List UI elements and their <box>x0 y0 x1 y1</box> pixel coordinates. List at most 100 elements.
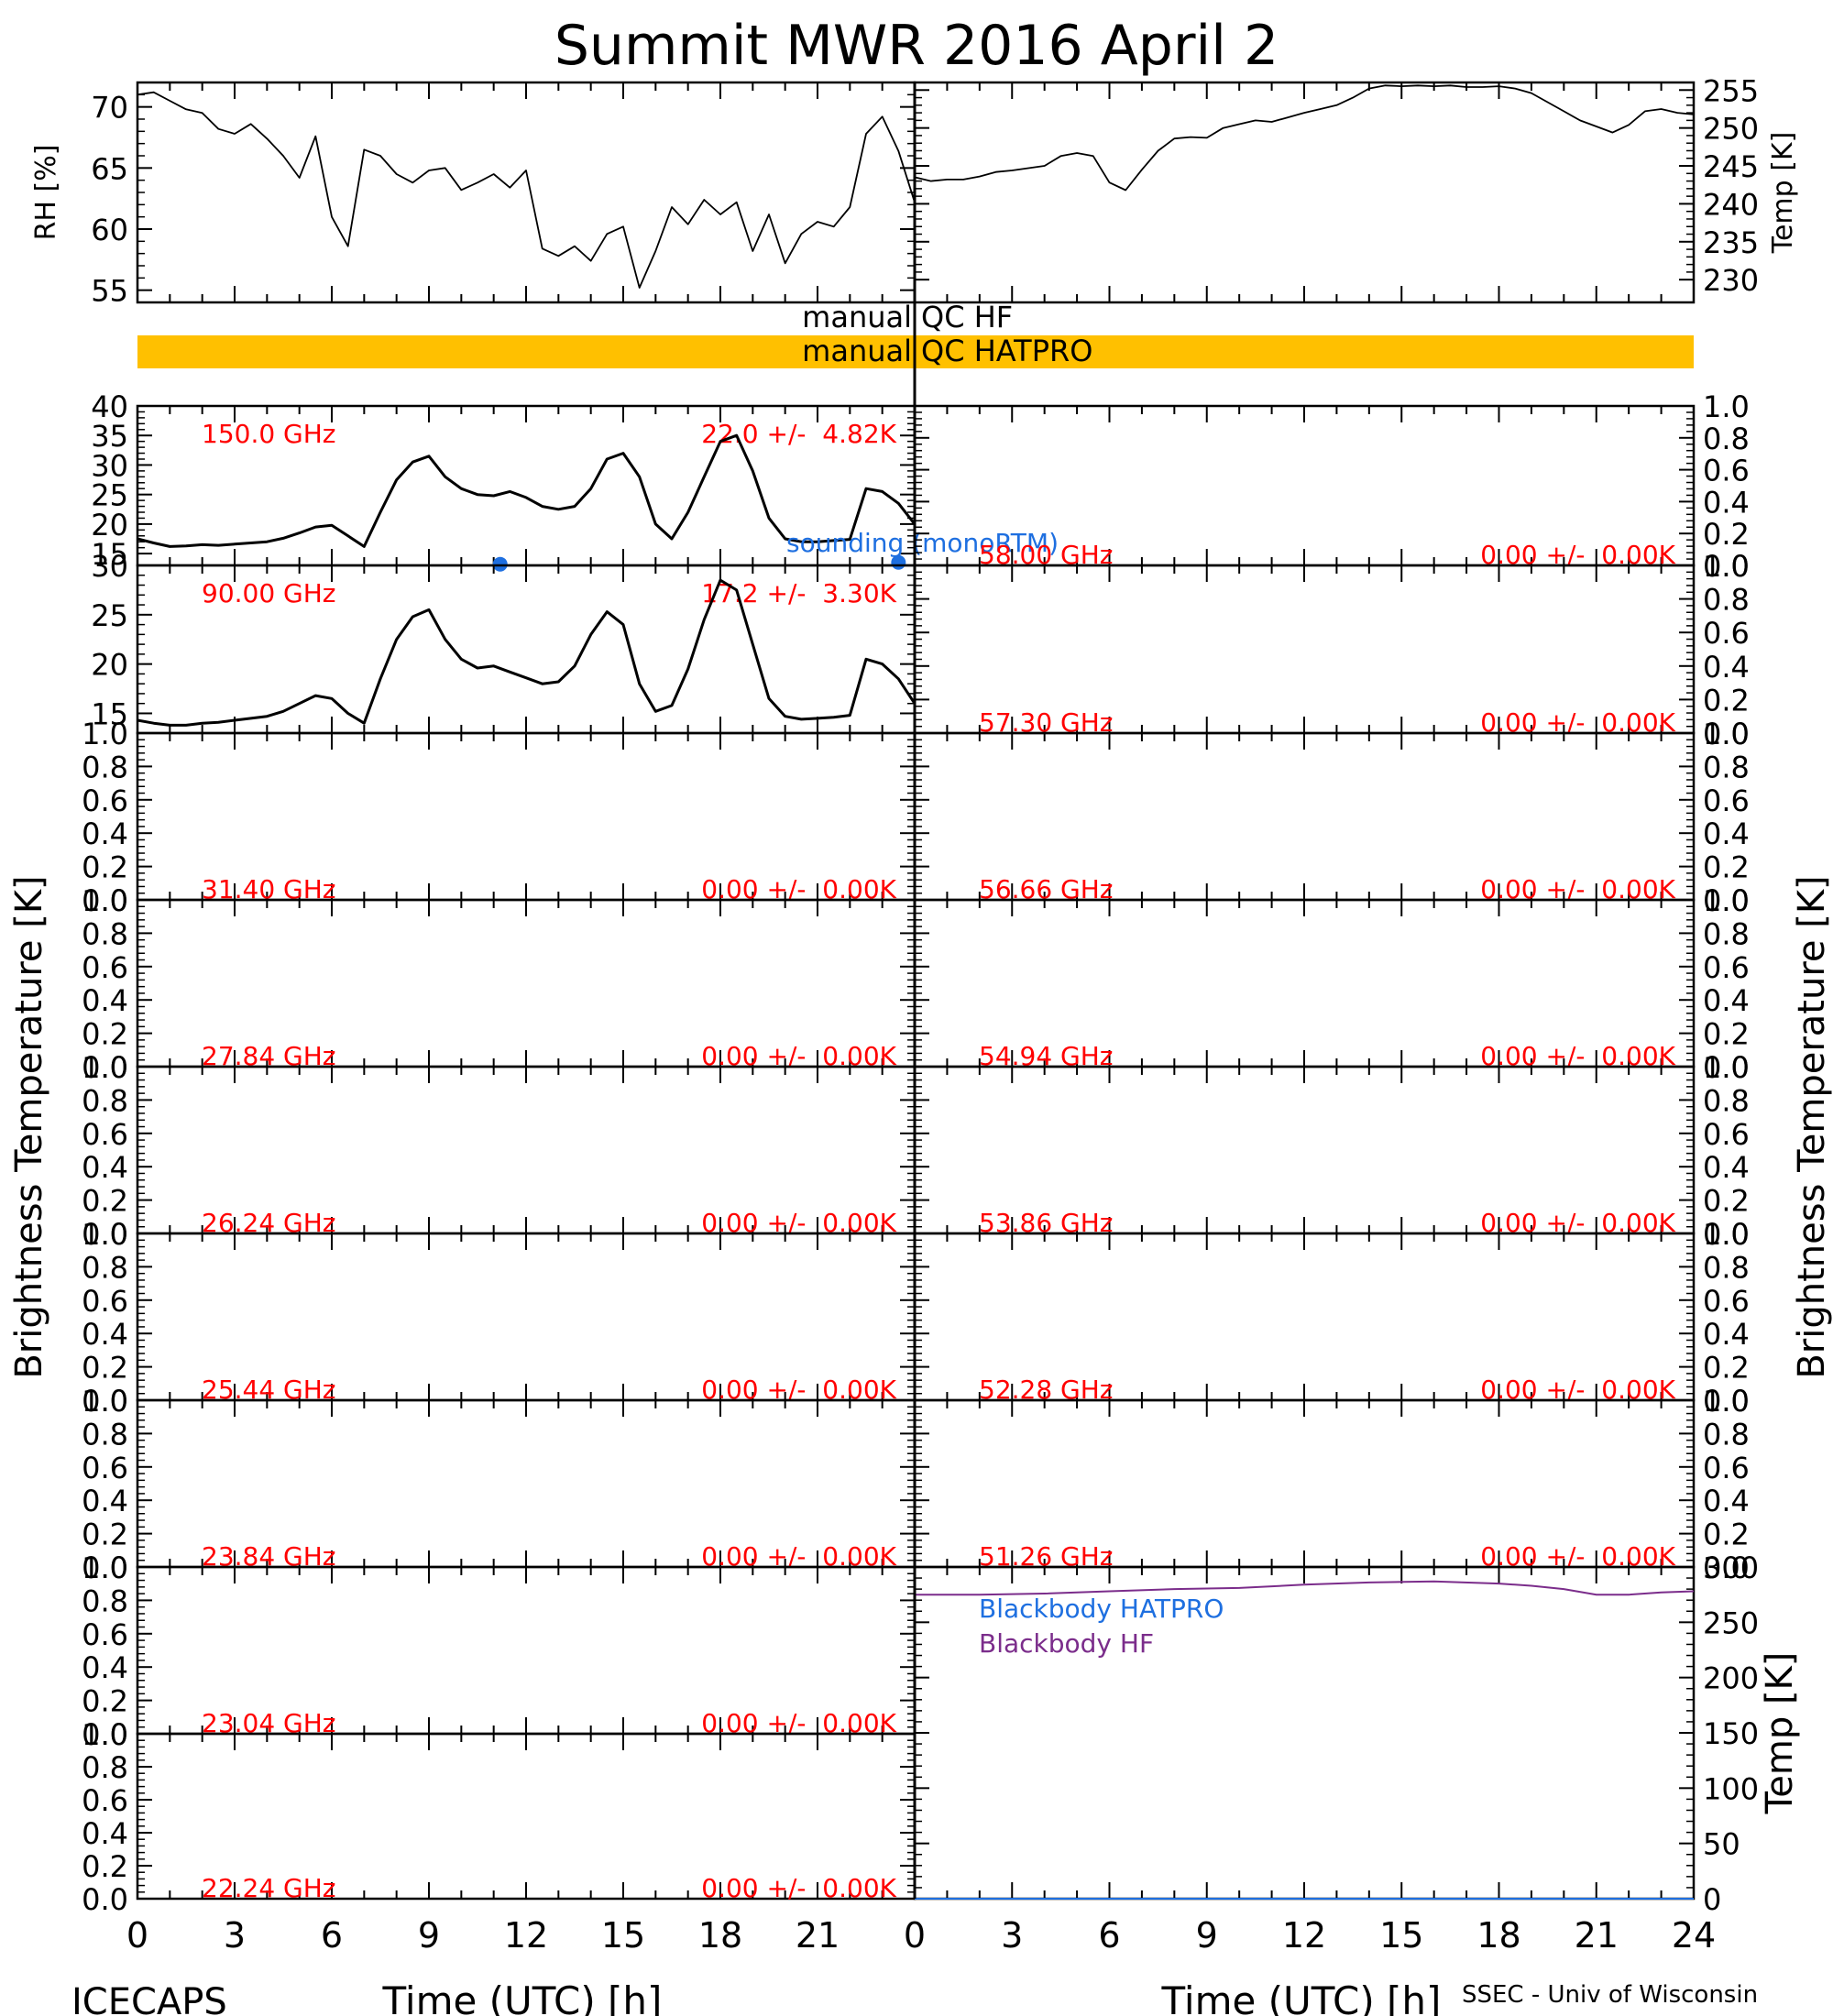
y-tick-label: 0.8 <box>82 1750 128 1785</box>
legend-blackbody-hatpro: Blackbody HATPRO <box>979 1594 1224 1624</box>
y-tick-label: 25 <box>91 478 128 513</box>
panel-bt2784: 0.00.20.40.60.81.027.84 GHz 0.00 +/- 0.00… <box>82 883 916 1085</box>
footer-right: SSEC - Univ of Wisconsin <box>1462 1981 1758 2009</box>
y-tick-label: 15 <box>91 537 128 572</box>
y-tick-label: 20 <box>91 648 128 683</box>
y-tick-label: 30 <box>91 448 128 483</box>
panel-bt2544: 0.00.20.40.60.81.025.44 GHz 0.00 +/- 0.00… <box>82 1217 916 1419</box>
y-tick-label: 0.6 <box>82 1783 128 1818</box>
y-tick-label: 0.2 <box>1703 1517 1750 1552</box>
y-tick-label: 0.4 <box>1703 1484 1750 1518</box>
y-tick-label: 15 <box>91 696 128 731</box>
y-tick-label: 0.6 <box>1703 616 1750 651</box>
y-tick-label: 1.0 <box>1703 389 1750 424</box>
qc-hatpro-label: manual <box>802 334 912 368</box>
y-tick-label: 0.6 <box>1703 950 1750 985</box>
y-tick-label: 0.0 <box>82 1217 128 1252</box>
y-tick-label: 0.0 <box>1703 883 1750 918</box>
series-line <box>137 433 916 548</box>
y-tick-label: 0.2 <box>82 1849 128 1884</box>
series-line <box>914 84 1695 192</box>
panel-bt2304: 0.00.20.40.60.81.023.04 GHz 0.00 +/- 0.00… <box>82 1550 916 1752</box>
y-tick-label: 0.4 <box>82 1484 128 1518</box>
footer-left: ICECAPS <box>71 1981 227 2016</box>
y-tick-label: 0.2 <box>82 850 128 885</box>
y-tick-label: 35 <box>91 419 128 454</box>
panel-frame <box>913 81 1696 304</box>
y-tick-label: 70 <box>91 91 128 126</box>
y-tick-label: 200 <box>1703 1661 1759 1696</box>
stats-label: 17.2 +/- 3.30K <box>701 578 896 608</box>
frequency-label: 22.24 GHz <box>202 1873 336 1903</box>
y-tick-label: 250 <box>1703 112 1759 147</box>
x-tick-label: 24 <box>1672 1915 1716 1956</box>
y-tick-label: 0.6 <box>82 1284 128 1319</box>
y-tick-label: 300 <box>1703 1550 1759 1585</box>
y-tick-label: 0.8 <box>82 916 128 951</box>
y-tick-label: 1.0 <box>1703 1384 1750 1419</box>
y-tick-label: 0.2 <box>82 1017 128 1052</box>
series-line <box>137 91 916 289</box>
y-tick-label: 0.4 <box>1703 1150 1750 1185</box>
panel-ylabel: RH [%] <box>30 145 62 241</box>
y-tick-label: 0.6 <box>82 950 128 985</box>
x-tick-label: 6 <box>1098 1915 1120 1956</box>
x-tick-label: 6 <box>321 1915 343 1956</box>
y-tick-label: 1.0 <box>1703 1217 1750 1252</box>
panel-bt5126: 0.00.20.40.60.81.051.26 GHz 0.00 +/- 0.00… <box>913 1384 1750 1585</box>
panel-bt2384: 0.00.20.40.60.81.023.84 GHz 0.00 +/- 0.00… <box>82 1384 916 1585</box>
x-tick-label: 15 <box>601 1915 645 1956</box>
y-tick-label: 250 <box>1703 1605 1759 1640</box>
panel-blackbody: 0 50 100 150 200 250 300 Temp [K] Blackbody HATP… <box>913 1550 1801 1917</box>
y-tick-label: 0.8 <box>82 1583 128 1618</box>
y-tick-label: 0.0 <box>1703 1217 1750 1252</box>
y-tick-label: 1.0 <box>82 1550 128 1585</box>
series-line-blackbody-hf <box>915 1580 1695 1596</box>
y-tick-label: 0.2 <box>1703 850 1750 885</box>
panel-bt5228: 0.00.20.40.60.81.052.28 GHz 0.00 +/- 0.00… <box>913 1217 1750 1419</box>
y-tick-label: 0.2 <box>82 1184 128 1219</box>
y-tick-label: 0.8 <box>82 750 128 784</box>
y-tick-label: 0.2 <box>1703 517 1750 552</box>
y-tick-label: 0.2 <box>1703 1351 1750 1386</box>
y-tick-label: 0.8 <box>82 1083 128 1118</box>
y-tick-label: 0.2 <box>82 1351 128 1386</box>
frequency-label: 150.0 GHz <box>202 419 336 449</box>
panel-bt3140: 0.00.20.40.60.81.031.40 GHz 0.00 +/- 0.00… <box>82 717 916 918</box>
y-tick-label: 0.0 <box>1703 549 1750 584</box>
x-tick-label: 3 <box>224 1915 246 1956</box>
y-tick-label: 60 <box>91 213 128 247</box>
y-tick-label: 240 <box>1703 187 1759 222</box>
y-tick-label: 255 <box>1703 73 1759 108</box>
panel-frame <box>136 81 916 304</box>
panel-bt5730: 0.00.20.40.60.81.057.30 GHz 0.00 +/- 0.00… <box>913 549 1750 751</box>
y-tick-label: 1.0 <box>1703 1050 1750 1085</box>
y-tick-label: 20 <box>91 508 128 542</box>
y-tick-label: 0.8 <box>1703 583 1750 618</box>
y-tick-label: 65 <box>91 151 128 186</box>
y-tick-label: 0.0 <box>82 1050 128 1085</box>
y-tick-label: 50 <box>1703 1827 1740 1862</box>
x-tick-label: 0 <box>126 1915 148 1956</box>
y-tick-label: 0.6 <box>1703 783 1750 818</box>
y-tick-label: 0.4 <box>1703 650 1750 685</box>
y-tick-label: 0.0 <box>1703 1384 1750 1419</box>
y-tick-label: 55 <box>91 274 128 309</box>
x-tick-label: 21 <box>796 1915 840 1956</box>
y-tick-label: 0.6 <box>1703 1451 1750 1485</box>
x-axis-label-right: Time (UTC) [h] <box>1161 1978 1442 2016</box>
y-tick-label: 0.0 <box>82 883 128 918</box>
y-tick-label: 0.2 <box>82 1684 128 1719</box>
panel-rh: 55 60 65 70 RH [%] <box>30 81 916 309</box>
qc-hatpro-label-right: QC HATPRO <box>921 334 1092 368</box>
y-tick-label: 1.0 <box>82 883 128 918</box>
y-tick-label: 0.6 <box>82 1117 128 1152</box>
y-tick-label: 0.6 <box>1703 454 1750 488</box>
y-tick-label: 150 <box>1703 1716 1759 1751</box>
y-tick-label: 0.6 <box>82 1451 128 1485</box>
y-tick-label: 0.0 <box>1703 1550 1750 1585</box>
x-tick-label: 15 <box>1379 1915 1423 1956</box>
y-axis-label-right: Brightness Temperature [K] <box>1791 875 1833 1378</box>
